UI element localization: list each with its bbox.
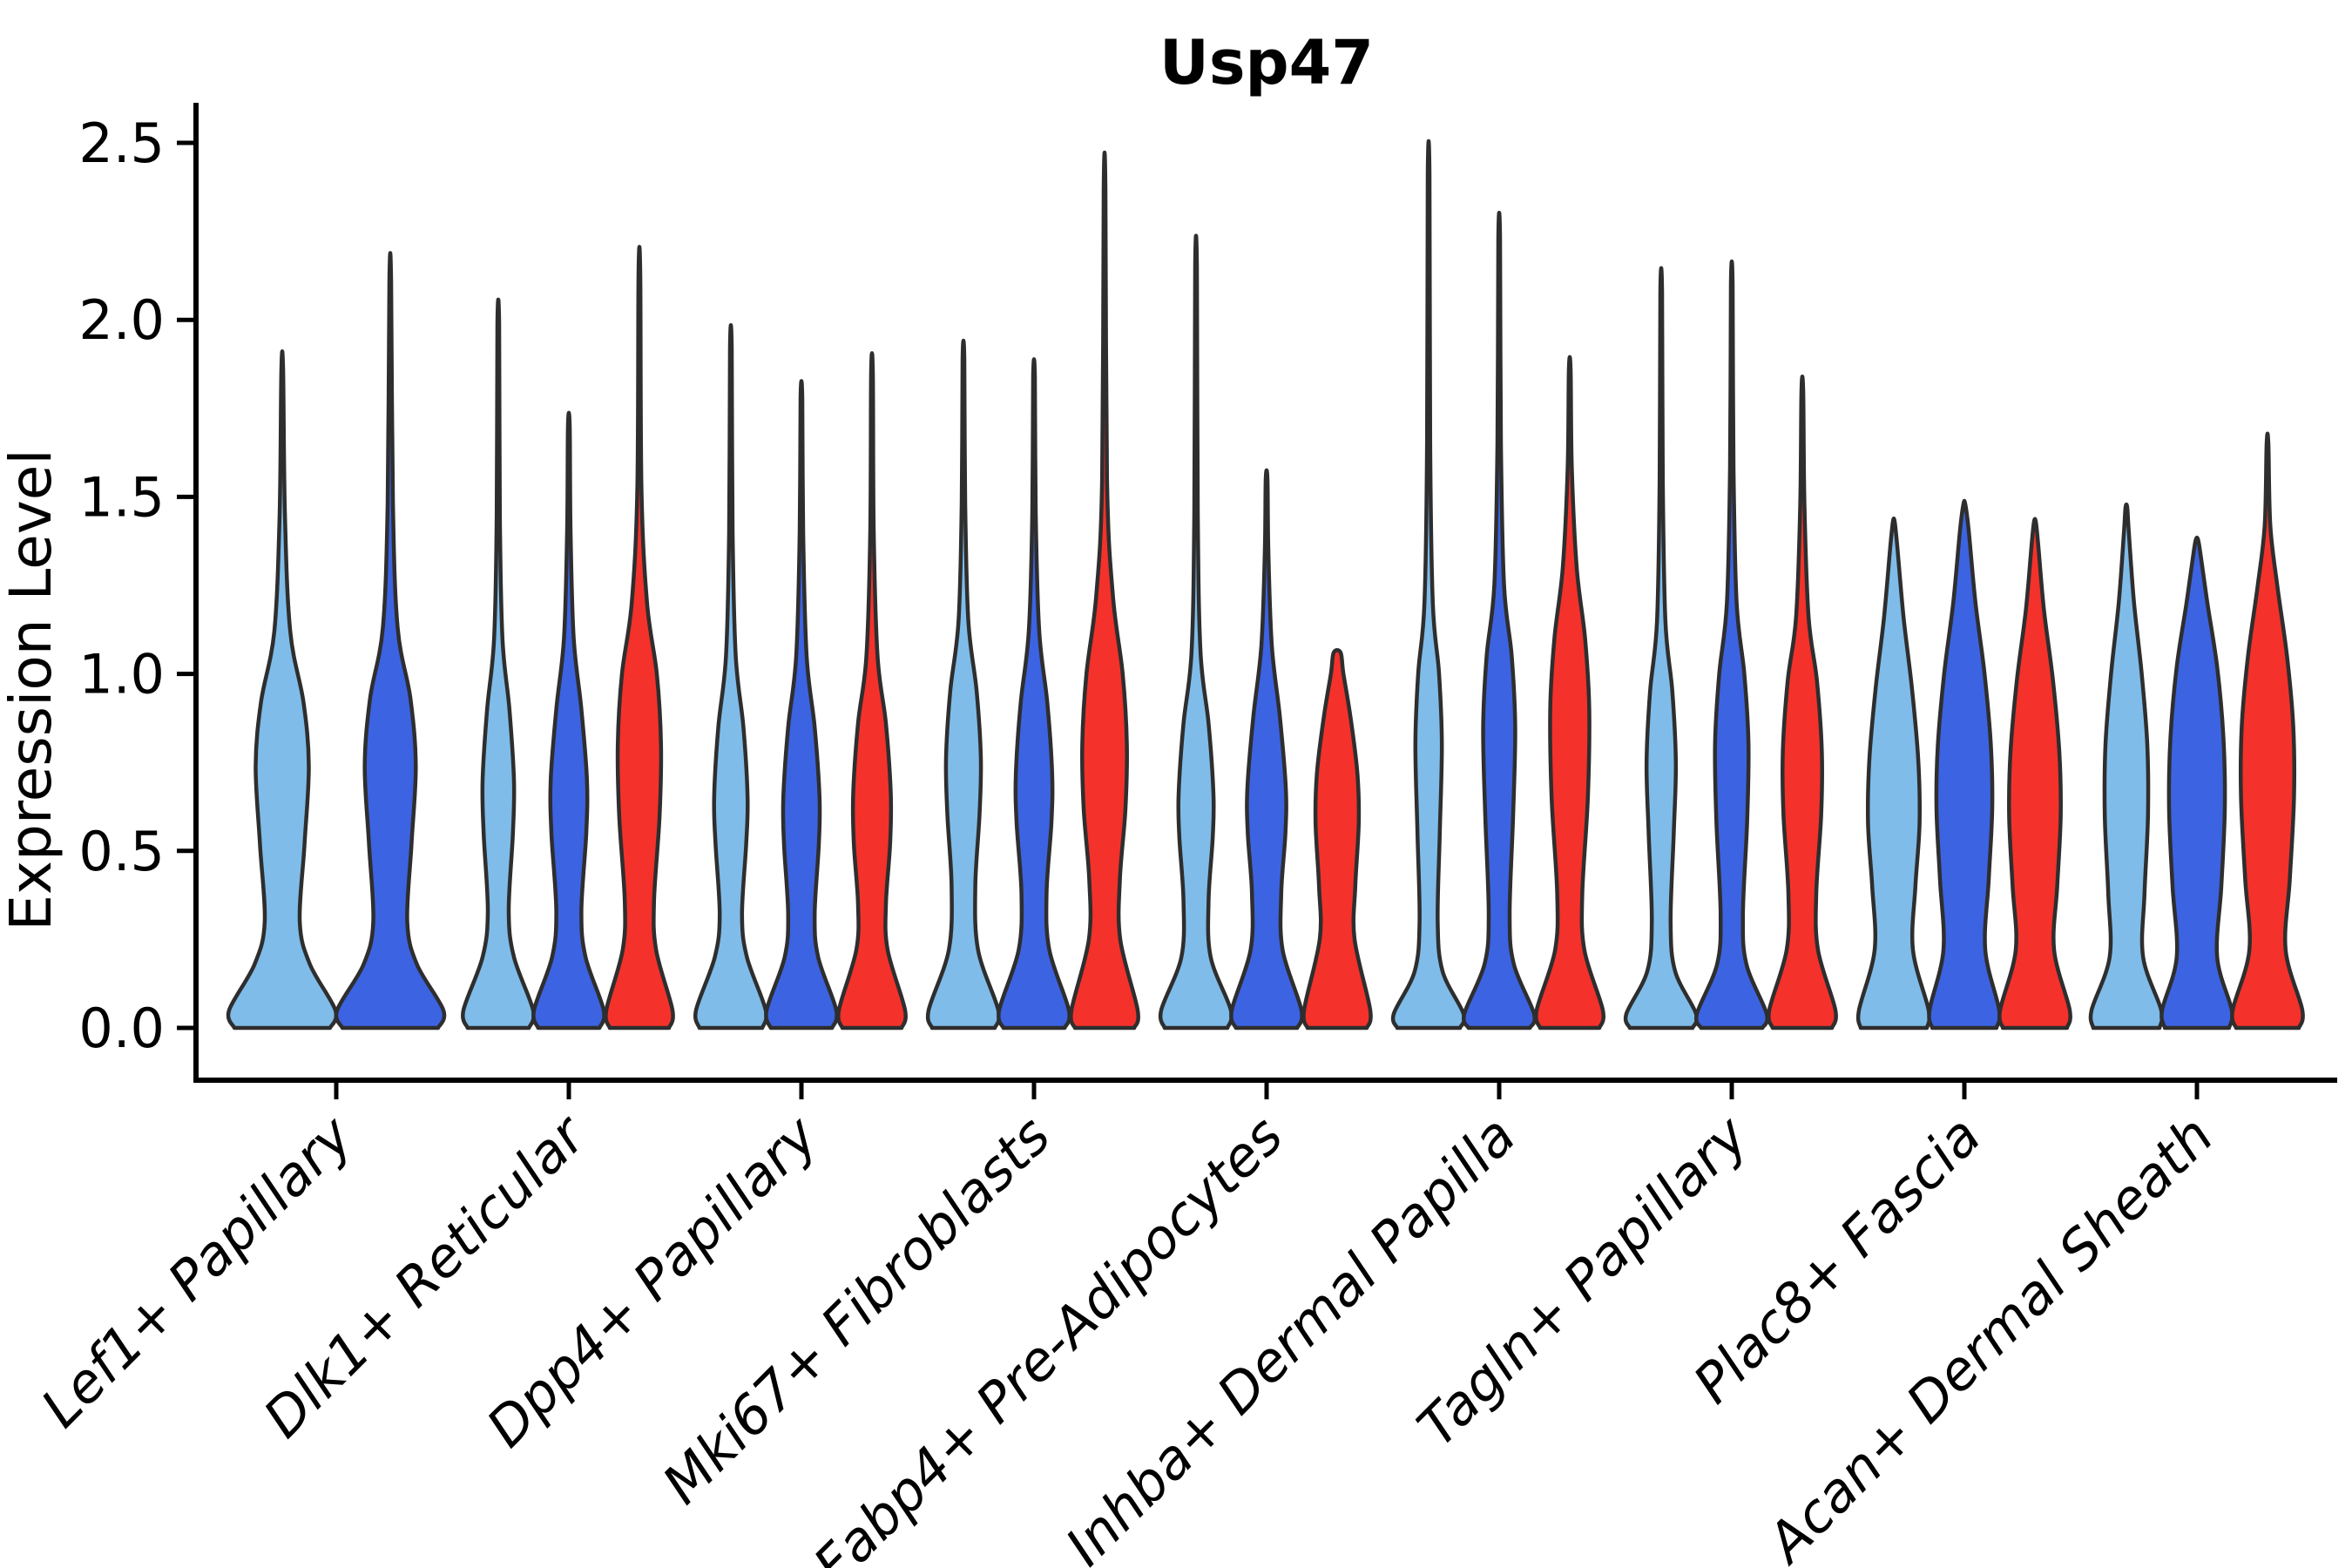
violin-fabp4-pre-adipocytes-lightblue <box>1158 233 1234 1031</box>
chart-title: Usp47 <box>1159 27 1374 98</box>
violin-dlk1-reticular-lightblue <box>461 297 536 1031</box>
violin-acan-dermal-sheath-blue <box>2159 535 2234 1031</box>
violin-tagln-papillary-red <box>1767 374 1838 1031</box>
y-tick-label: 1.0 <box>78 643 165 706</box>
violin-mki67-fibroblasts-red <box>1069 151 1140 1031</box>
y-tick-label: 2.0 <box>78 288 165 352</box>
y-tick-label: 0.0 <box>78 997 165 1060</box>
violin-inhba-dermal-papilla-lightblue <box>1390 139 1467 1031</box>
violin-dlk1-reticular-red <box>604 245 675 1031</box>
x-tick-label-fabp4-pre-adipocytes: Fabp4+ Pre-Adipocytes <box>801 1104 1295 1568</box>
violin-tagln-papillary-blue <box>1694 260 1769 1031</box>
violin-inhba-dermal-papilla-blue <box>1462 211 1537 1031</box>
violin-acan-dermal-sheath-lightblue <box>2088 502 2165 1031</box>
violin-dpp4-papillary-red <box>836 351 908 1031</box>
violin-acan-dermal-sheath-red <box>2230 431 2305 1031</box>
x-tick-label-acan-dermal-sheath: Acan+ Dermal Sheath <box>1753 1104 2226 1568</box>
violin-lef1-papillary-lightblue <box>226 349 339 1031</box>
violin-dpp4-papillary-lightblue <box>693 323 768 1031</box>
violin-plac8-fascia-lightblue <box>1855 517 1932 1031</box>
violin-plac8-fascia-red <box>1997 517 2072 1031</box>
violin-dpp4-papillary-blue <box>764 379 839 1031</box>
violin-inhba-dermal-papilla-red <box>1534 355 1605 1031</box>
y-tick-label: 1.5 <box>78 465 165 529</box>
violin-tagln-papillary-lightblue <box>1623 266 1700 1031</box>
violin-plac8-fascia-blue <box>1927 498 2002 1031</box>
violin-dlk1-reticular-blue <box>531 410 606 1031</box>
violin-mki67-fibroblasts-lightblue <box>925 338 1002 1031</box>
violin-mki67-fibroblasts-blue <box>997 357 1071 1031</box>
violin-fabp4-pre-adipocytes-red <box>1301 647 1373 1031</box>
violin-fabp4-pre-adipocytes-blue <box>1229 468 1304 1031</box>
y-tick-label: 0.5 <box>78 820 165 883</box>
y-tick-label: 2.5 <box>78 112 165 175</box>
x-tick-label-inhba-dermal-papilla: Inhba+ Dermal Papilla <box>1053 1104 1527 1568</box>
violin-lef1-papillary-blue <box>334 251 447 1031</box>
x-tick-label-mki67-fibroblasts: Mki67+ Fibroblasts <box>650 1104 1062 1516</box>
y-axis-label: Expression Level <box>0 449 64 930</box>
